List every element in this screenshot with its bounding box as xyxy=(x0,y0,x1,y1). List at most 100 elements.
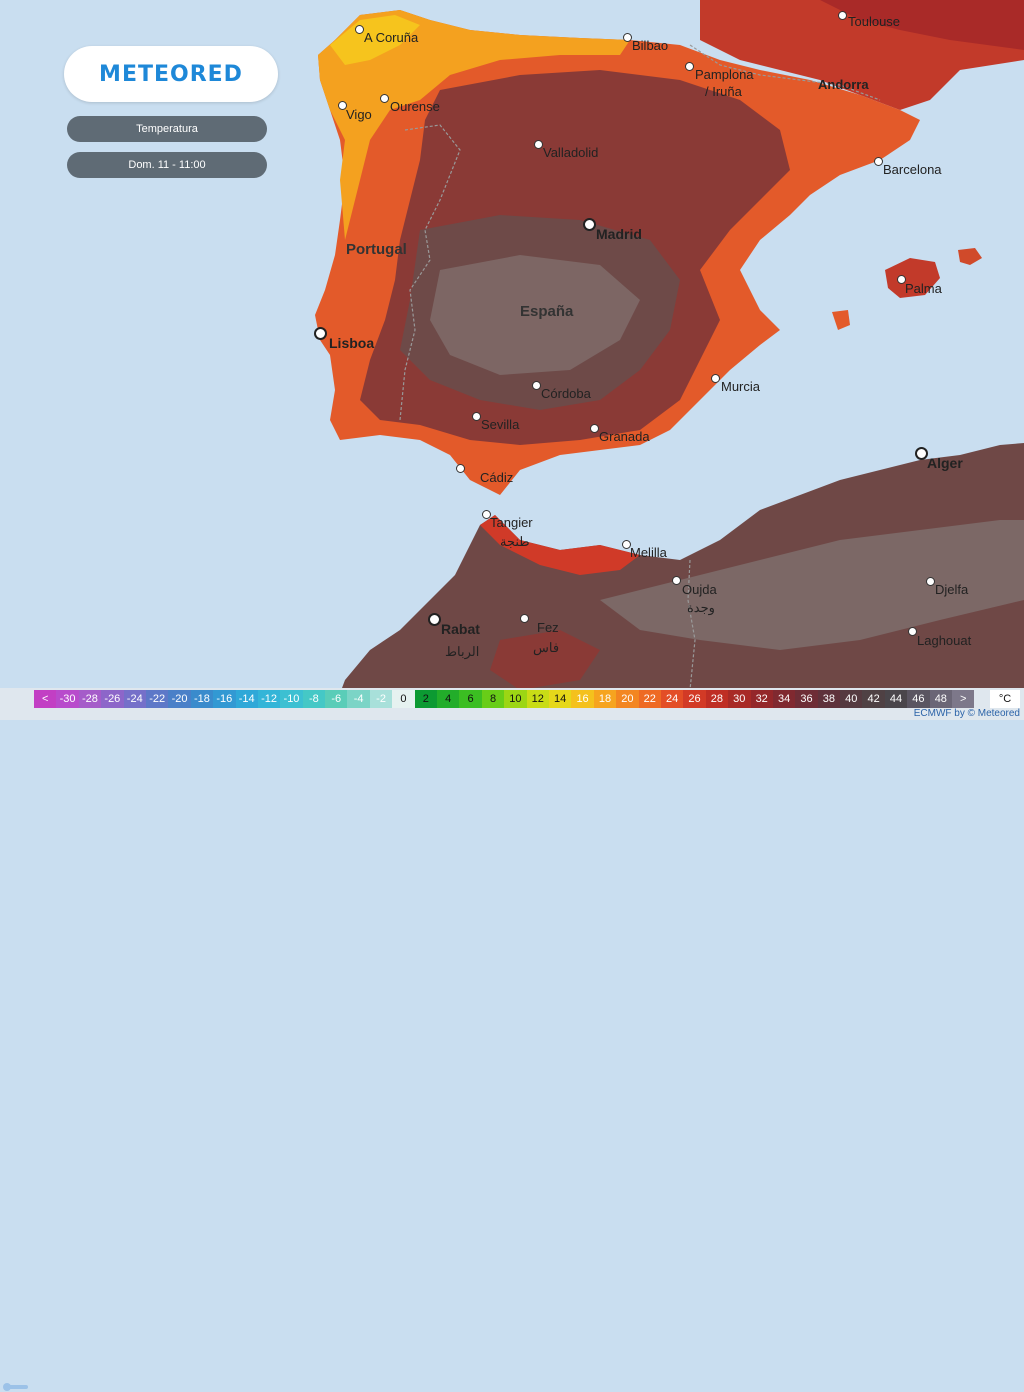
legend-cell: 2 xyxy=(414,690,438,708)
city-label-fez-ar: فاس xyxy=(533,640,560,655)
city-label-oujda: Oujda xyxy=(682,582,717,597)
legend-cell: 46 xyxy=(907,690,930,708)
city-marker-ourense xyxy=(380,94,389,103)
city-marker-fez xyxy=(520,614,529,623)
city-label-iruna: / Iruña xyxy=(705,84,742,99)
legend-cell: -26 xyxy=(101,690,124,708)
temperature-legend: < -30 -28 -26 -24 -22 -20 -18 -16 -14 -12 -10 -8 -6 -4… xyxy=(0,688,1024,1391)
city-label-djelfa: Djelfa xyxy=(935,582,969,597)
legend-cell: 38 xyxy=(817,690,841,708)
capital-marker-rabat xyxy=(428,613,441,626)
city-marker-bilbao xyxy=(623,33,632,42)
legend-cell: -2 xyxy=(369,690,393,708)
city-label-andorra: Andorra xyxy=(818,77,869,92)
legend-cell: 16 xyxy=(571,690,594,708)
city-label-bilbao: Bilbao xyxy=(632,38,669,53)
legend-cell: -8 xyxy=(302,690,326,708)
city-label-cordoba: Córdoba xyxy=(541,386,591,401)
legend-color-scale: < -30 -28 -26 -24 -22 -20 -18 -16 -14 -12 -10 -8 -6 -4… xyxy=(34,690,975,708)
legend-cell: -16 xyxy=(213,690,236,708)
city-label-palma: Palma xyxy=(905,281,942,296)
legend-cell: 48 xyxy=(929,690,953,708)
capital-marker-alger xyxy=(915,447,928,460)
city-marker-a-coruna xyxy=(355,25,364,34)
city-label-barcelona: Barcelona xyxy=(883,162,942,177)
city-label-sevilla: Sevilla xyxy=(481,417,520,432)
legend-cell: 30 xyxy=(728,690,751,708)
datetime-selector[interactable]: Dom. 11 - 11:00 xyxy=(67,152,267,178)
legend-cell: -28 xyxy=(78,690,102,708)
capital-label-madrid: Madrid xyxy=(596,226,642,242)
city-label-vigo: Vigo xyxy=(346,107,372,122)
city-marker-cordoba xyxy=(532,381,541,390)
city-marker-vigo xyxy=(338,101,347,110)
legend-cell: 18 xyxy=(593,690,617,708)
city-label-valladolid: Valladolid xyxy=(543,145,599,160)
legend-cell: 0 xyxy=(392,690,415,708)
temperature-map[interactable] xyxy=(0,0,1024,720)
capital-label-rabat: Rabat xyxy=(441,621,480,637)
legend-cell: 14 xyxy=(548,690,572,708)
legend-cell: -18 xyxy=(190,690,214,708)
city-marker-melilla xyxy=(622,540,631,549)
capital-marker-madrid xyxy=(583,218,596,231)
legend-cell: 34 xyxy=(772,690,796,708)
city-label-granada: Granada xyxy=(599,429,650,444)
city-marker-pamplona xyxy=(685,62,694,71)
legend-cell: 42 xyxy=(862,690,885,708)
legend-cell: > xyxy=(952,690,975,708)
city-label-fez: Fez xyxy=(537,620,559,635)
city-marker-barcelona xyxy=(874,157,883,166)
data-credit: ECMWF by © Meteored xyxy=(913,708,1020,719)
legend-cell: -6 xyxy=(325,690,348,708)
city-marker-tangier xyxy=(482,510,491,519)
city-label-oujda-ar: وجدة xyxy=(687,600,715,615)
city-label-ourense: Ourense xyxy=(390,99,440,114)
portugal-spain-border xyxy=(399,124,461,421)
city-label-rabat-ar: الرباط xyxy=(445,644,480,659)
city-marker-palma xyxy=(897,275,906,284)
city-marker-murcia xyxy=(711,374,720,383)
legend-cell: -10 xyxy=(280,690,303,708)
mallorca xyxy=(885,258,940,298)
legend-cell: 12 xyxy=(526,690,549,708)
city-marker-toulouse xyxy=(838,11,847,20)
city-marker-sevilla xyxy=(472,412,481,421)
capital-marker-lisboa xyxy=(314,327,327,340)
city-marker-cadiz xyxy=(456,464,465,473)
country-label-portugal: Portugal xyxy=(346,241,407,258)
city-label-tangier: Tangier xyxy=(490,515,533,530)
legend-cell: 10 xyxy=(504,690,527,708)
city-label-melilla: Melilla xyxy=(630,545,667,560)
legend-cell: 20 xyxy=(616,690,639,708)
city-marker-djelfa xyxy=(926,577,935,586)
city-label-a-coruna: A Coruña xyxy=(364,30,419,45)
legend-cell: -14 xyxy=(235,690,258,708)
variable-selector[interactable]: Temperatura xyxy=(67,116,267,142)
city-label-tangier-ar: طنجة xyxy=(500,534,530,549)
city-label-toulouse: Toulouse xyxy=(848,14,901,29)
legend-cell: 4 xyxy=(437,690,460,708)
meteored-logo[interactable]: METEORED xyxy=(64,46,278,102)
city-label-murcia: Murcia xyxy=(721,379,761,394)
legend-cell: 6 xyxy=(459,690,482,708)
legend-cell: 22 xyxy=(638,690,661,708)
logo-text: METEORED xyxy=(99,61,243,87)
legend-cell: -12 xyxy=(257,690,281,708)
legend-cell: 24 xyxy=(660,690,684,708)
city-marker-valladolid xyxy=(534,140,543,149)
capital-label-alger: Alger xyxy=(927,455,963,471)
thermometer-icon xyxy=(3,1383,28,1391)
city-marker-laghouat xyxy=(908,627,917,636)
legend-unit: °C xyxy=(990,690,1020,708)
city-label-cadiz: Cádiz xyxy=(480,470,514,485)
legend-cell: 40 xyxy=(840,690,863,708)
legend-cell: 26 xyxy=(683,690,706,708)
country-label-espana: España xyxy=(520,303,574,320)
capital-label-lisboa: Lisboa xyxy=(329,335,375,351)
legend-cell: -4 xyxy=(347,690,370,708)
city-marker-granada xyxy=(590,424,599,433)
legend-cell: 32 xyxy=(750,690,773,708)
legend-cell: 8 xyxy=(481,690,505,708)
legend-cell: < xyxy=(34,690,57,708)
